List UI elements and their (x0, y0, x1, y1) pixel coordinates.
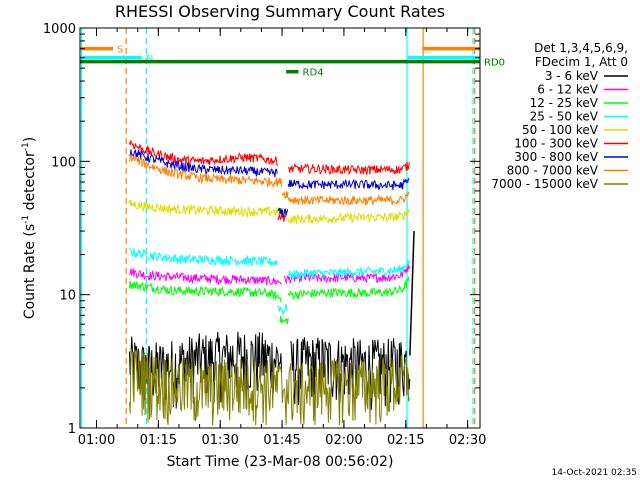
legend-entry: 800 - 7000 keV (507, 164, 599, 178)
plot-frame (79, 27, 481, 429)
series-line (283, 262, 411, 285)
legend-header: Det 1,3,4,5,6,9, (534, 41, 628, 55)
x-axis-label: Start Time (23-Mar-08 00:56:02) (167, 454, 394, 470)
y-tick-label: 10 (59, 289, 76, 304)
y-axis-label-main: Count Rate (s (22, 224, 38, 319)
series-line (129, 348, 410, 426)
x-tick-label: 01:30 (201, 433, 238, 448)
flag-label: N (146, 54, 153, 65)
x-tick-label: 01:15 (140, 433, 177, 448)
y-axis-label-sup1: -1 (21, 215, 31, 224)
series-line (281, 190, 289, 199)
series-line (287, 161, 410, 176)
series-line (129, 280, 282, 303)
chart-title: RHESSI Observing Summary Count Rates (115, 2, 445, 21)
axes: 01:00 01:15 01:30 01:45 02:00 02:15 02:30 1 10 10… (43, 22, 486, 448)
flag-label: RD4 (303, 68, 324, 79)
y-axis-label-sup2: -1 (21, 142, 31, 151)
x-tick-label: 01:00 (78, 433, 115, 448)
series-line (277, 207, 289, 217)
flag-bars: S N RD0 RD4 (80, 45, 505, 79)
y-tick-label: 1000 (43, 22, 76, 37)
legend: Det 1,3,4,5,6,9,FDecim 1, Att 03 - 6 keV… (491, 41, 628, 191)
legend-entry: 100 - 300 keV (514, 137, 598, 151)
flag-label: S (117, 45, 123, 56)
series-line (279, 315, 289, 325)
datestamp: 14-Oct-2021 02:35 (552, 468, 637, 478)
y-axis-label: Count Rate (s-1 detector-1) (21, 137, 38, 319)
y-axis-label-mid: detector (22, 151, 38, 215)
legend-entry: 6 - 12 keV (537, 83, 599, 97)
legend-entry: 3 - 6 keV (545, 69, 599, 83)
x-tick-label: 02:15 (387, 433, 424, 448)
series-line (129, 268, 282, 286)
legend-entry: 7000 - 15000 keV (491, 177, 598, 191)
flag-label: RD0 (484, 58, 505, 69)
legend-entry: 50 - 100 keV (522, 123, 599, 137)
y-axis-label-end: ) (22, 137, 38, 142)
x-tick-label: 02:00 (325, 433, 362, 448)
legend-entry: 12 - 25 keV (530, 96, 599, 110)
series-line (287, 276, 410, 301)
y-tick-label: 100 (51, 155, 76, 170)
series-line (277, 303, 288, 316)
y-tick-label: 1 (68, 422, 76, 437)
series-lines (129, 139, 415, 426)
series-line (129, 247, 278, 267)
legend-entry: 25 - 50 keV (530, 110, 599, 124)
legend-header: FDecim 1, Att 0 (535, 55, 628, 69)
legend-entry: 300 - 800 keV (514, 150, 598, 164)
series-line (129, 153, 283, 188)
series-line (129, 199, 289, 218)
series-line (287, 191, 410, 207)
series-line (287, 260, 410, 281)
series-line (129, 149, 278, 178)
series-line (129, 139, 278, 168)
series-spike (409, 231, 415, 356)
series-line (287, 177, 410, 191)
x-tick-label: 02:30 (449, 433, 486, 448)
x-tick-label: 01:45 (263, 433, 300, 448)
series-line (287, 209, 410, 224)
